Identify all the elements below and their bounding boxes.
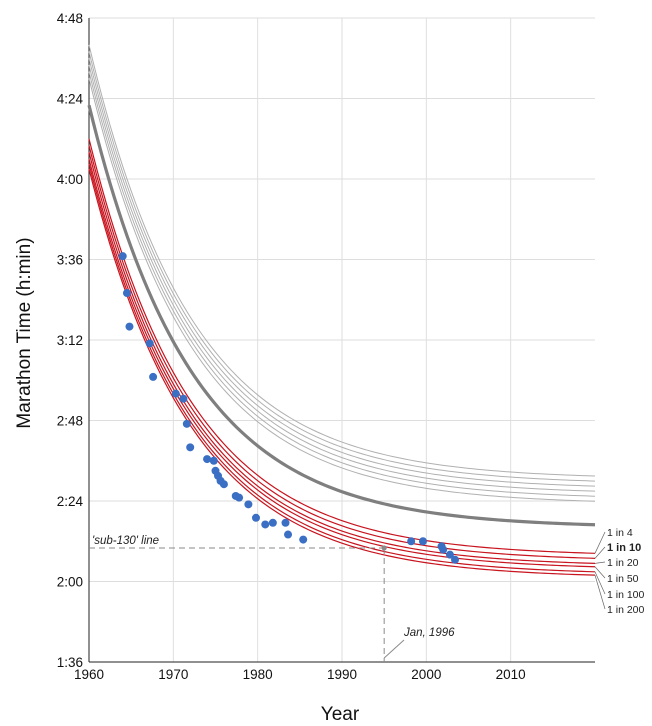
record-point (171, 389, 180, 398)
record-point (186, 443, 195, 452)
record-point (418, 537, 427, 546)
x-tick-label: 1960 (74, 667, 104, 682)
curve-label-leader (594, 531, 606, 554)
curve-label-leader (594, 571, 606, 595)
curve-label-leader (594, 575, 606, 610)
red-curve-6 (88, 168, 596, 576)
y-tick-label: 4:24 (57, 92, 84, 107)
y-tick-label: 2:00 (57, 575, 83, 590)
record-points (118, 252, 460, 564)
gray-curves (88, 44, 596, 502)
red-curve-2 (88, 145, 596, 559)
record-point (209, 456, 218, 465)
record-point (244, 500, 253, 509)
record-point (235, 493, 244, 502)
record-point (145, 339, 154, 348)
record-point (268, 518, 277, 527)
record-point (439, 545, 448, 554)
record-point (445, 550, 454, 559)
curve-label: 1 in 4 (607, 527, 633, 539)
crossing-marker (381, 545, 387, 551)
gray-curve-3 (88, 58, 596, 487)
sub-130-line-label: 'sub-130' line (92, 535, 159, 547)
record-point (407, 537, 416, 546)
gray-curve-2 (88, 51, 596, 482)
y-tick-label: 2:48 (57, 414, 83, 429)
record-point (149, 372, 158, 381)
median-curve-line (87, 104, 596, 527)
record-point (261, 520, 270, 529)
curve-label-leader (594, 566, 606, 579)
record-point (281, 518, 290, 527)
curve-label: 1 in 10 (607, 542, 641, 554)
x-axis-ticks: 1960 1970 1980 1990 2000 2010 (74, 667, 526, 682)
record-point (299, 535, 308, 544)
red-curve-4 (88, 158, 596, 568)
curve-label-leader (594, 561, 606, 564)
gray-curve-6 (88, 78, 596, 502)
record-point (118, 252, 127, 261)
x-tick-label: 2000 (411, 667, 441, 682)
plot-frame (88, 18, 595, 663)
grid-lines (88, 17, 595, 663)
x-tick-label: 1990 (327, 667, 357, 682)
y-axis-ticks: 1:36 2:00 2:24 2:48 3:12 3:36 4:00 4:24 4:48 (57, 11, 84, 670)
record-point (284, 530, 293, 539)
y-axis-title: Marathon Time (h:min) (14, 237, 35, 428)
record-point (451, 555, 460, 564)
curve-label-leader (594, 546, 606, 559)
record-point (182, 419, 191, 428)
record-point (203, 455, 212, 464)
y-tick-label: 4:00 (57, 172, 83, 187)
record-point (122, 289, 131, 298)
y-tick-label: 3:36 (57, 253, 83, 268)
record-point (219, 480, 228, 489)
reference-lines (89, 545, 405, 662)
y-tick-label: 3:12 (57, 333, 83, 348)
x-tick-label: 1970 (158, 667, 188, 682)
record-point (125, 322, 134, 331)
x-tick-label: 2010 (496, 667, 526, 682)
crossing-date-label: Jan, 1996 (403, 627, 455, 639)
red-curves (88, 138, 596, 576)
red-curve-3 (88, 152, 596, 564)
x-axis-title: Year (321, 704, 360, 725)
curve-label: 1 in 200 (607, 604, 645, 616)
record-point (251, 513, 260, 522)
gray-curve-5 (88, 71, 596, 497)
gray-curve-1 (88, 44, 596, 477)
red-curve-1 (88, 138, 596, 554)
curve-label: 1 in 50 (607, 573, 639, 585)
x-tick-label: 1980 (243, 667, 273, 682)
curve-labels: 1 in 4 1 in 10 1 in 20 1 in 50 1 in 100 1 in … (594, 527, 645, 616)
y-tick-label: 1:36 (57, 655, 83, 670)
median-curve (87, 104, 596, 527)
crossing-leader-line (383, 639, 405, 659)
record-point (179, 394, 188, 403)
y-tick-label: 2:24 (57, 494, 84, 509)
y-tick-label: 4:48 (57, 11, 83, 26)
curve-label: 1 in 20 (607, 557, 639, 569)
gray-curve-4 (88, 64, 596, 492)
curve-label: 1 in 100 (607, 589, 645, 601)
